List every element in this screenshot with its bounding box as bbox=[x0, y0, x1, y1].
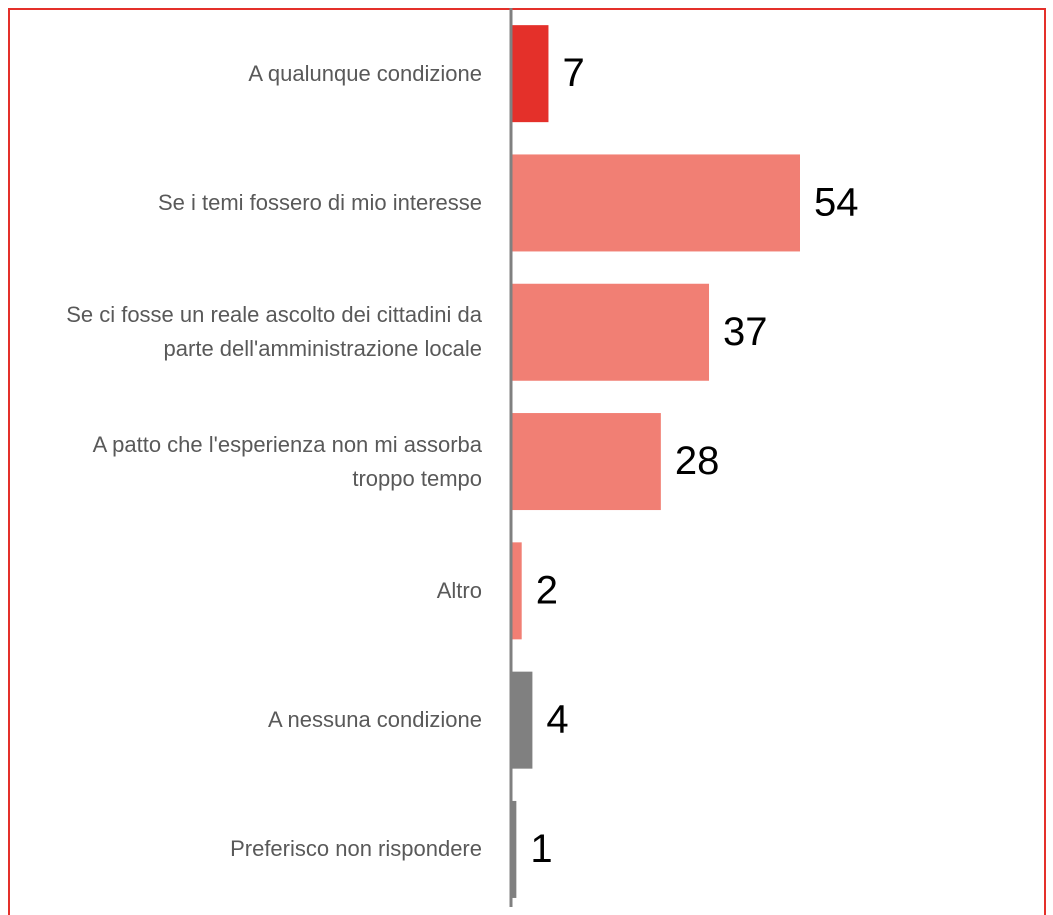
bar bbox=[511, 671, 533, 769]
category-label: A qualunque condizione bbox=[248, 60, 482, 86]
bar bbox=[511, 542, 522, 640]
value-label: 7 bbox=[562, 51, 584, 95]
bar bbox=[511, 800, 517, 898]
value-label: 2 bbox=[536, 568, 558, 612]
bar bbox=[511, 25, 549, 123]
bar bbox=[511, 154, 800, 252]
frame bbox=[8, 8, 1046, 915]
value-label: 37 bbox=[723, 310, 768, 354]
value-label: 1 bbox=[530, 827, 552, 871]
bar bbox=[511, 283, 710, 381]
category-label: Se ci fosse un reale ascolto dei cittadi… bbox=[66, 302, 482, 362]
value-label: 54 bbox=[814, 181, 859, 225]
category-label: Altro bbox=[436, 577, 482, 603]
category-label: A patto che l'esperienza non mi assorba … bbox=[92, 431, 482, 491]
value-label: 4 bbox=[546, 698, 568, 742]
value-label: 28 bbox=[675, 439, 720, 483]
category-label: Preferisco non rispondere bbox=[230, 836, 482, 862]
category-label: A nessuna condizione bbox=[267, 707, 482, 733]
bar bbox=[511, 413, 661, 511]
category-label: Se i temi fossero di mio interesse bbox=[157, 189, 482, 215]
